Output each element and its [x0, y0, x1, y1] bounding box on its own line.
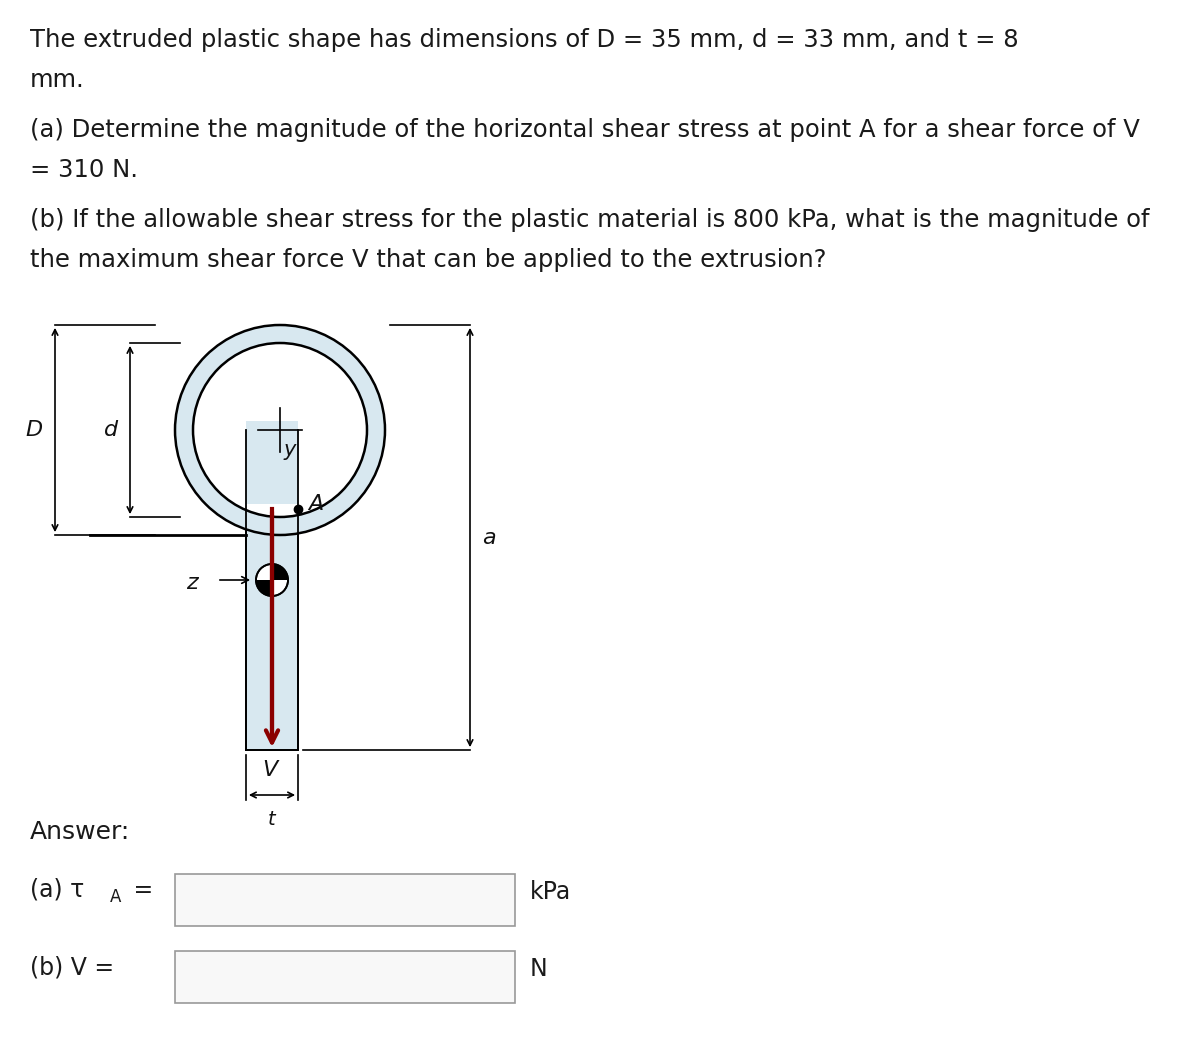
- Text: kPa: kPa: [530, 880, 571, 904]
- Text: y: y: [284, 440, 296, 460]
- Circle shape: [193, 343, 367, 517]
- Text: (b) V =: (b) V =: [30, 955, 114, 979]
- Text: A: A: [110, 888, 121, 906]
- Bar: [246, 504, 298, 750]
- Text: (b) If the allowable shear stress for the plastic material is 800 kPa, what is t: (b) If the allowable shear stress for th…: [30, 208, 1150, 232]
- Text: t: t: [268, 810, 276, 829]
- Circle shape: [175, 324, 385, 535]
- Text: The extruded plastic shape has dimensions of D = 35 mm, d = 33 mm, and t = 8: The extruded plastic shape has dimension…: [30, 28, 1019, 52]
- Bar: [175, 951, 515, 1003]
- Wedge shape: [272, 564, 288, 580]
- Text: the maximum shear force V that can be applied to the extrusion?: the maximum shear force V that can be ap…: [30, 248, 827, 272]
- Bar: [175, 874, 515, 926]
- Text: (a) Determine the magnitude of the horizontal shear stress at point A for a shea: (a) Determine the magnitude of the horiz…: [30, 118, 1140, 142]
- Bar: [246, 421, 298, 504]
- Wedge shape: [256, 580, 272, 596]
- Text: z: z: [186, 573, 198, 593]
- Text: a: a: [482, 527, 496, 547]
- Text: = 310 N.: = 310 N.: [30, 158, 138, 182]
- Text: =: =: [126, 878, 154, 902]
- Text: d: d: [104, 420, 118, 440]
- Text: A: A: [308, 494, 323, 514]
- Text: N: N: [530, 957, 547, 981]
- Circle shape: [256, 564, 288, 596]
- Text: (a) τ: (a) τ: [30, 878, 84, 902]
- Text: V: V: [263, 760, 277, 780]
- Text: D: D: [26, 420, 43, 440]
- Text: mm.: mm.: [30, 68, 85, 92]
- Text: Answer:: Answer:: [30, 820, 131, 844]
